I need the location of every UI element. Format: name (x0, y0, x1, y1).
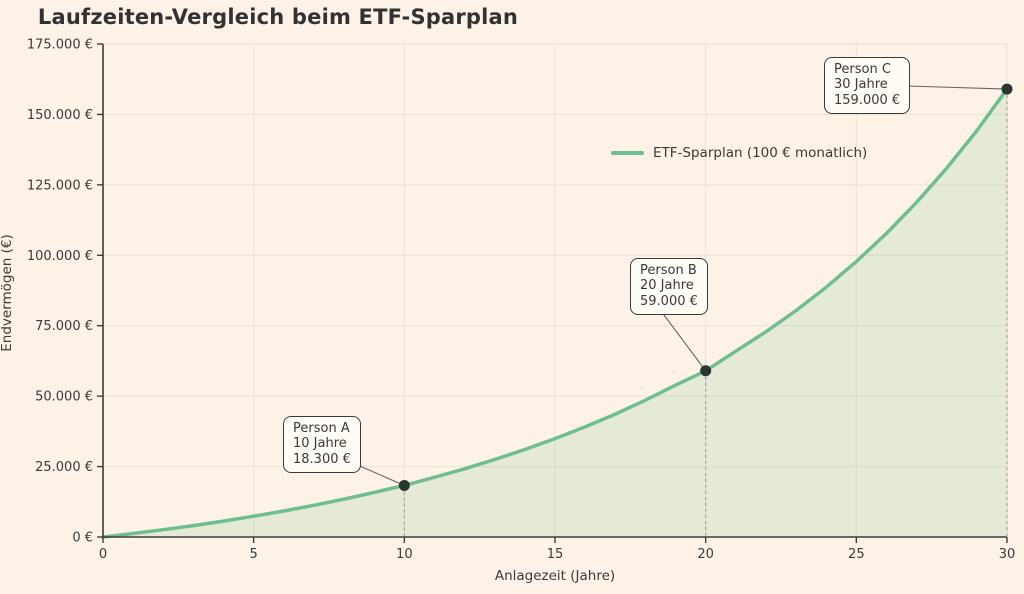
annotation-person-a-duration: 10 Jahre (293, 436, 347, 452)
series-line (101, 87, 1009, 539)
x-axis-label: Anlagezeit (Jahre) (494, 568, 616, 584)
annotation-person-b: Person B 20 Jahre 59.000 € (630, 258, 708, 315)
x-tick-label: 10 (396, 547, 413, 562)
annotation-person-b-duration: 20 Jahre (640, 278, 694, 294)
x-tick-label: 30 (999, 547, 1016, 562)
annotation-person-c-duration: 30 Jahre (834, 77, 888, 93)
data-point (1001, 83, 1013, 95)
y-tick-label: 175.000 € (27, 38, 93, 53)
y-tick-label: 100.000 € (27, 249, 93, 264)
legend-line-swatch (611, 151, 644, 155)
annotation-person-b-name: Person B (640, 263, 697, 278)
annotation-person-b-amount: 59.000 € (640, 293, 698, 309)
x-tick-label: 5 (250, 547, 258, 562)
data-point (398, 479, 410, 491)
y-tick-label: 150.000 € (27, 108, 93, 123)
x-tick-label: 0 (99, 547, 107, 562)
y-tick-label: 75.000 € (35, 319, 93, 334)
y-axis-label-text: Endvermögen (€) (0, 234, 15, 352)
annotation-person-c-amount: 159.000 € (834, 92, 901, 108)
annotation-connector-line (906, 85, 1008, 90)
y-tick-label: 125.000 € (27, 178, 93, 193)
annotation-connector-line (660, 310, 707, 372)
legend-label: ETF-Sparplan (100 € monatlich) (653, 145, 868, 161)
x-tick-label: 15 (547, 547, 564, 562)
annotation-person-a: Person A 10 Jahre 18.300 € (283, 416, 361, 473)
y-tick-label: 50.000 € (35, 390, 93, 405)
data-point (700, 365, 712, 377)
chart-title: Laufzeiten-Vergleich beim ETF-Sparplan (37, 5, 519, 29)
annotation-person-a-name: Person A (293, 421, 350, 436)
series-area-fill (103, 89, 1007, 537)
annotation-person-c-name: Person C (834, 62, 891, 77)
legend: ETF-Sparplan (100 € monatlich) (611, 145, 867, 161)
y-tick-label: 0 € (72, 531, 93, 546)
annotation-person-c: Person C 30 Jahre 159.000 € (824, 57, 911, 114)
annotation-connector-line (352, 462, 405, 486)
y-tick-label: 25.000 € (35, 460, 93, 475)
x-tick-label: 20 (697, 547, 714, 562)
annotation-person-a-amount: 18.300 € (293, 451, 351, 467)
x-tick-label: 25 (848, 547, 865, 562)
